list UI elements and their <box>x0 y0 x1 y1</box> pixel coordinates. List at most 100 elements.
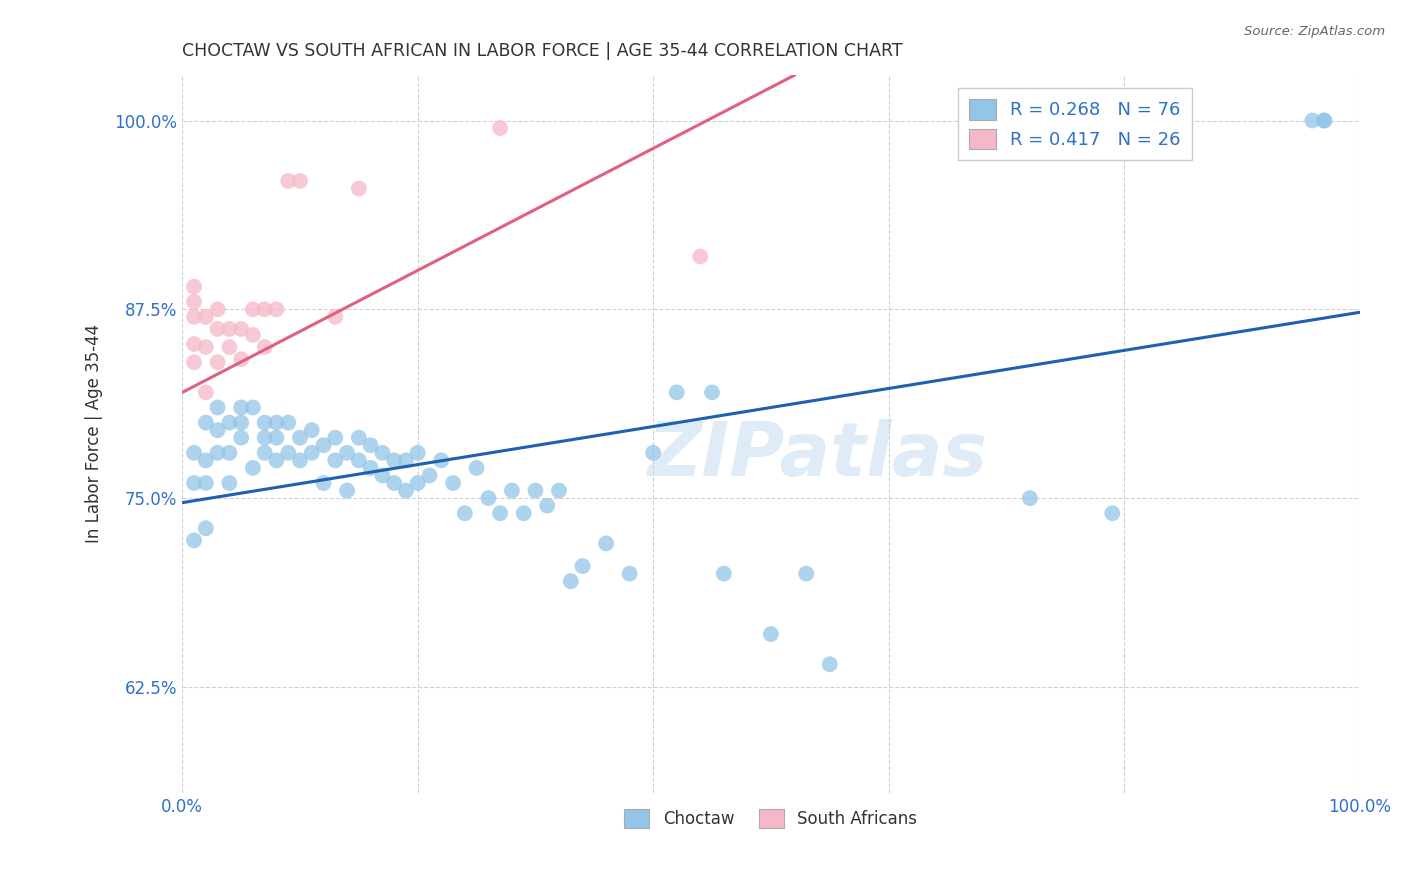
Point <box>242 328 264 343</box>
Point <box>207 423 229 437</box>
Point <box>194 453 217 467</box>
Point <box>371 446 394 460</box>
Point <box>218 476 240 491</box>
Point <box>689 250 711 264</box>
Point <box>266 416 288 430</box>
Point <box>441 476 464 491</box>
Point <box>759 627 782 641</box>
Point <box>218 416 240 430</box>
Point <box>700 385 723 400</box>
Y-axis label: In Labor Force | Age 35-44: In Labor Force | Age 35-44 <box>86 325 103 543</box>
Point <box>277 174 299 188</box>
Point <box>406 446 429 460</box>
Point <box>406 476 429 491</box>
Point <box>194 385 217 400</box>
Point <box>454 506 477 520</box>
Point <box>207 355 229 369</box>
Point <box>242 302 264 317</box>
Point <box>253 431 276 445</box>
Point <box>207 401 229 415</box>
Point <box>382 476 405 491</box>
Point <box>347 431 370 445</box>
Point <box>794 566 817 581</box>
Point <box>560 574 582 589</box>
Point <box>360 461 382 475</box>
Point <box>548 483 571 498</box>
Point <box>347 181 370 195</box>
Point <box>231 352 253 367</box>
Point <box>465 461 488 475</box>
Point <box>194 521 217 535</box>
Point <box>183 446 205 460</box>
Point <box>207 322 229 336</box>
Point <box>183 337 205 351</box>
Point <box>231 416 253 430</box>
Point <box>512 506 534 520</box>
Point <box>242 461 264 475</box>
Point <box>194 340 217 354</box>
Point <box>1313 113 1336 128</box>
Point <box>277 446 299 460</box>
Point <box>183 279 205 293</box>
Point <box>418 468 440 483</box>
Point <box>489 506 512 520</box>
Point <box>360 438 382 452</box>
Point <box>183 355 205 369</box>
Point <box>183 533 205 548</box>
Point <box>336 446 359 460</box>
Point <box>665 385 688 400</box>
Point <box>231 431 253 445</box>
Point <box>194 476 217 491</box>
Point <box>266 302 288 317</box>
Point <box>430 453 453 467</box>
Point <box>395 483 418 498</box>
Point <box>1313 113 1336 128</box>
Point <box>818 657 841 672</box>
Point <box>231 322 253 336</box>
Point <box>194 416 217 430</box>
Point <box>253 340 276 354</box>
Point <box>395 453 418 467</box>
Point <box>371 468 394 483</box>
Point <box>301 423 323 437</box>
Point <box>218 446 240 460</box>
Text: Source: ZipAtlas.com: Source: ZipAtlas.com <box>1244 25 1385 38</box>
Point <box>253 416 276 430</box>
Point <box>312 438 335 452</box>
Point <box>489 121 512 136</box>
Point <box>571 559 593 574</box>
Point <box>536 499 558 513</box>
Point <box>253 302 276 317</box>
Point <box>477 491 499 505</box>
Point <box>1301 113 1323 128</box>
Point <box>323 453 346 467</box>
Point <box>207 302 229 317</box>
Point <box>301 446 323 460</box>
Point <box>713 566 735 581</box>
Legend: Choctaw, South Africans: Choctaw, South Africans <box>617 802 924 835</box>
Point <box>501 483 523 498</box>
Point <box>347 453 370 467</box>
Point <box>288 431 311 445</box>
Point <box>183 294 205 309</box>
Point <box>277 416 299 430</box>
Point <box>266 431 288 445</box>
Point <box>643 446 665 460</box>
Point <box>231 401 253 415</box>
Point <box>323 310 346 324</box>
Text: ZIPatlas: ZIPatlas <box>648 419 988 492</box>
Point <box>253 446 276 460</box>
Point <box>194 310 217 324</box>
Point <box>336 483 359 498</box>
Text: CHOCTAW VS SOUTH AFRICAN IN LABOR FORCE | AGE 35-44 CORRELATION CHART: CHOCTAW VS SOUTH AFRICAN IN LABOR FORCE … <box>183 42 903 60</box>
Point <box>183 310 205 324</box>
Point <box>323 431 346 445</box>
Point <box>524 483 547 498</box>
Point <box>1101 506 1123 520</box>
Point <box>218 340 240 354</box>
Point <box>288 453 311 467</box>
Point <box>1018 491 1040 505</box>
Point <box>218 322 240 336</box>
Point <box>207 446 229 460</box>
Point <box>288 174 311 188</box>
